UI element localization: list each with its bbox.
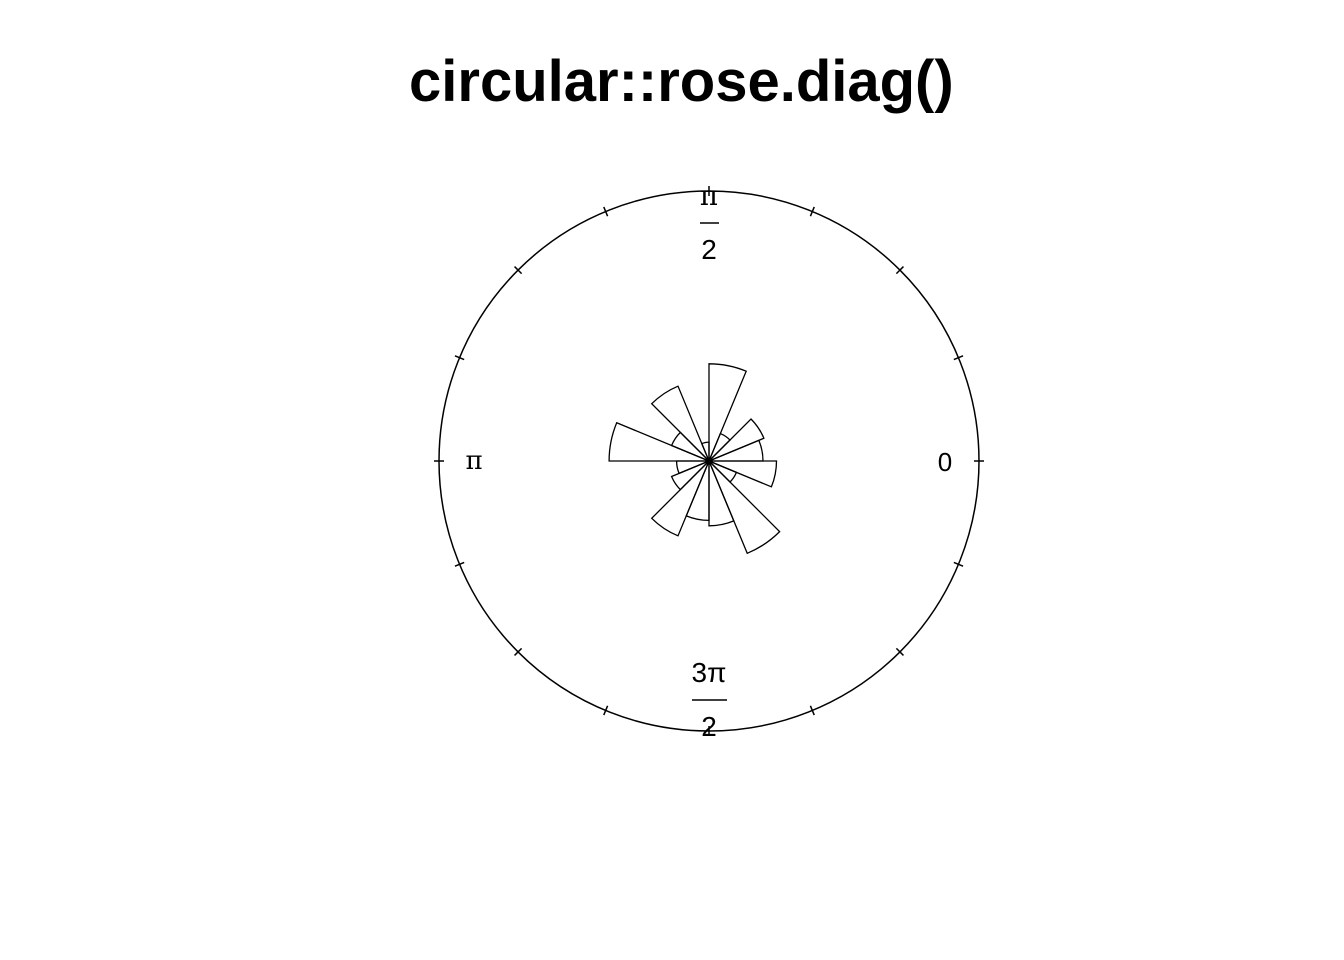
rose-petal: [708, 460, 778, 488]
label-half-pi-denominator: 2: [701, 234, 717, 265]
tick-mark: [454, 355, 465, 361]
tick-mark: [895, 647, 904, 656]
tick-mark: [603, 705, 609, 716]
tick-mark: [809, 206, 815, 217]
petals: [608, 363, 781, 555]
rose-petal: [650, 385, 710, 462]
tick-mark: [603, 206, 609, 217]
tick-mark: [895, 266, 904, 275]
rose-petal: [685, 460, 710, 522]
tick-mark: [809, 705, 815, 716]
tick-marks: [434, 186, 984, 736]
label-three-half-pi-denominator: 2: [701, 711, 717, 742]
tick-mark: [953, 561, 964, 567]
chart-title: circular::rose.diag(): [409, 49, 954, 114]
rose-petal: [608, 421, 710, 462]
rose-petal: [650, 460, 710, 537]
rose-petal: [708, 460, 781, 555]
label-half-pi-numerator: π: [700, 179, 718, 212]
tick-mark: [953, 355, 964, 361]
label-three-half-pi-numerator: 3π: [692, 657, 727, 688]
label-zero: 0: [938, 447, 952, 477]
tick-mark: [514, 647, 523, 656]
label-pi: π: [465, 446, 482, 476]
tick-mark: [514, 266, 523, 275]
rose-petal: [708, 418, 765, 462]
tick-mark: [454, 561, 465, 567]
rose-petal: [708, 363, 748, 462]
